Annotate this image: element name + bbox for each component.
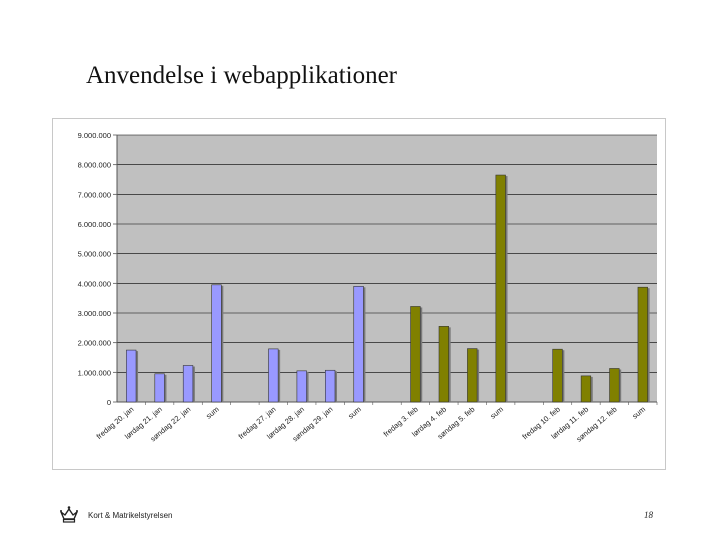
footer-organization: Kort & Matrikelstyrelsen — [88, 511, 173, 520]
bar — [182, 365, 194, 403]
bar — [410, 306, 421, 403]
bar — [467, 348, 478, 403]
bar — [211, 284, 222, 403]
plot-area — [117, 135, 657, 402]
y-tick-label: 0 — [107, 398, 111, 407]
x-tick-label: sum — [630, 405, 647, 421]
x-tick-label: sum — [488, 405, 505, 421]
bar — [580, 375, 592, 403]
bar — [353, 286, 364, 403]
bar — [495, 174, 506, 403]
y-tick-label: 7.000.000 — [78, 190, 111, 199]
bar — [126, 349, 137, 403]
x-tick-label: sum — [346, 405, 363, 421]
bar — [438, 326, 449, 403]
bar — [325, 369, 336, 403]
bar — [296, 370, 307, 403]
y-tick-label: 1.000.000 — [78, 368, 111, 377]
y-tick-label: 2.000.000 — [78, 339, 111, 348]
x-tick-label: sum — [204, 405, 221, 421]
page-number: 18 — [644, 510, 653, 520]
y-tick-label: 6.000.000 — [78, 220, 111, 229]
bar — [154, 373, 165, 403]
y-tick-label: 3.000.000 — [78, 309, 111, 318]
slide-title: Anvendelse i webapplikationer — [86, 62, 398, 89]
bar — [637, 286, 648, 403]
bar — [609, 368, 620, 403]
y-tick-label: 4.000.000 — [78, 279, 111, 288]
bar — [268, 348, 279, 403]
bar — [552, 348, 563, 403]
chart-frame: 0 1.000.000 2.000.000 3.000.000 4.000.000 5.0… — [52, 118, 666, 470]
crown-logo-icon — [60, 506, 78, 523]
y-tick-label: 8.000.000 — [78, 161, 111, 170]
y-tick-label: 5.000.000 — [78, 250, 111, 259]
y-tick-label: 9.000.000 — [78, 131, 111, 140]
bar-chart: 0 1.000.000 2.000.000 3.000.000 4.000.000 5.0… — [78, 131, 658, 444]
